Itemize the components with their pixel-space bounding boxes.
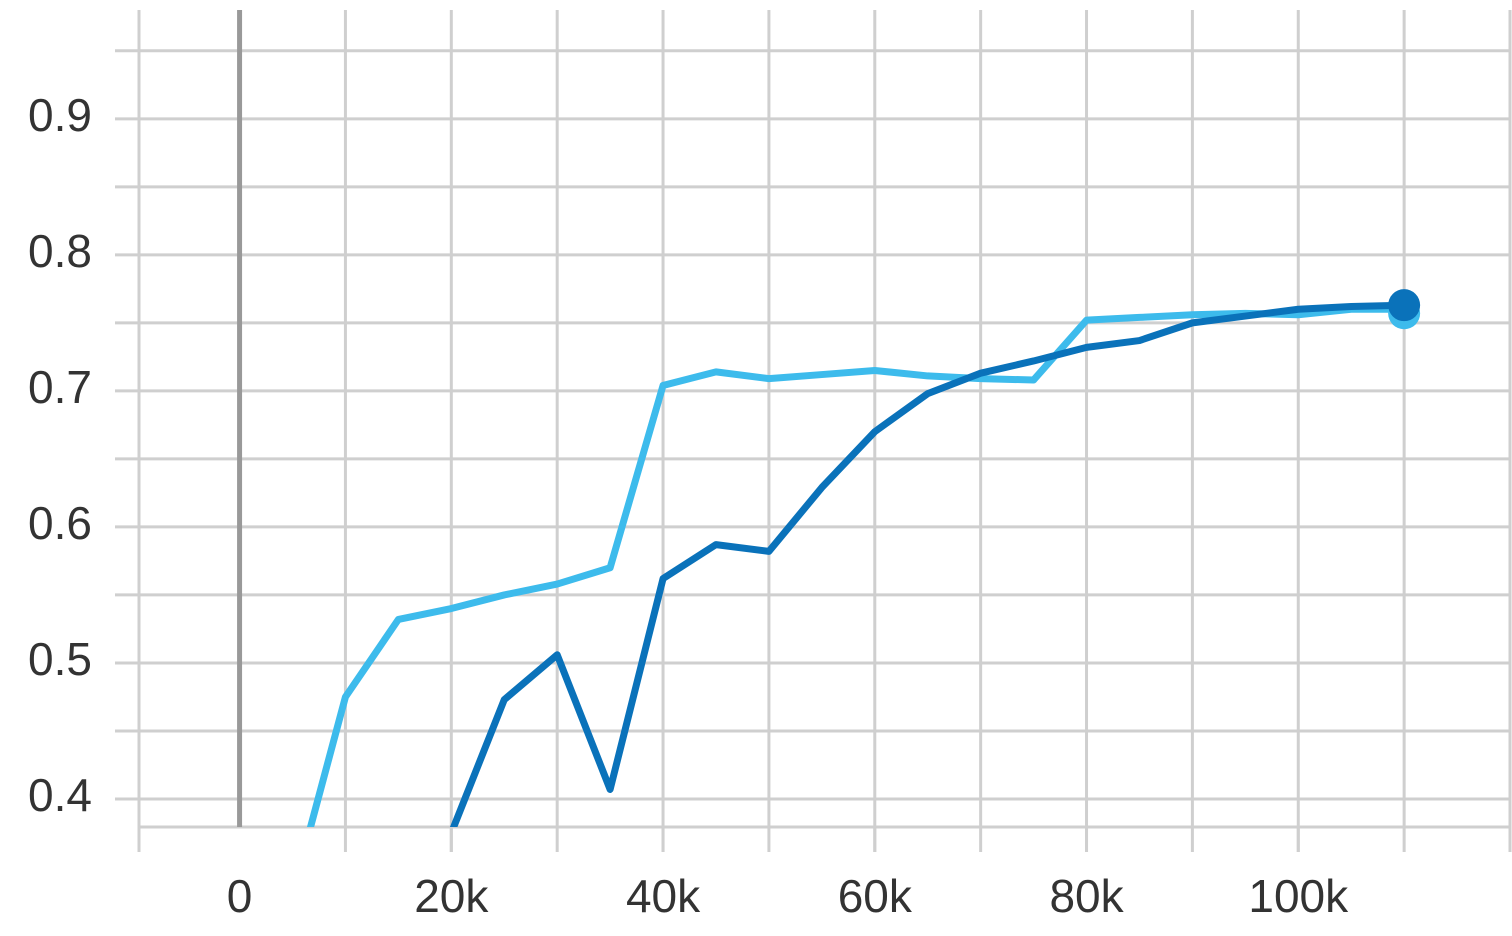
- x-tick-label: 40k: [626, 870, 701, 922]
- y-tick-label: 0.4: [28, 769, 92, 821]
- x-tick-label: 60k: [838, 870, 913, 922]
- x-tick-label: 100k: [1248, 870, 1349, 922]
- line: [449, 301, 1405, 827]
- x-tick-label: 20k: [414, 870, 489, 922]
- y-tick-label: 0.6: [28, 497, 92, 549]
- x-tick-label: 0: [227, 870, 253, 922]
- line: [306, 305, 1405, 827]
- y-tick-label: 0.7: [28, 361, 92, 413]
- plot-area: [306, 301, 1405, 827]
- end-dot: [1388, 289, 1421, 322]
- y-tick-label: 0.5: [28, 633, 92, 685]
- x-tick-label: 80k: [1049, 870, 1124, 922]
- y-tick-label: 0.9: [28, 89, 92, 141]
- y-tick-label: 0.8: [28, 225, 92, 277]
